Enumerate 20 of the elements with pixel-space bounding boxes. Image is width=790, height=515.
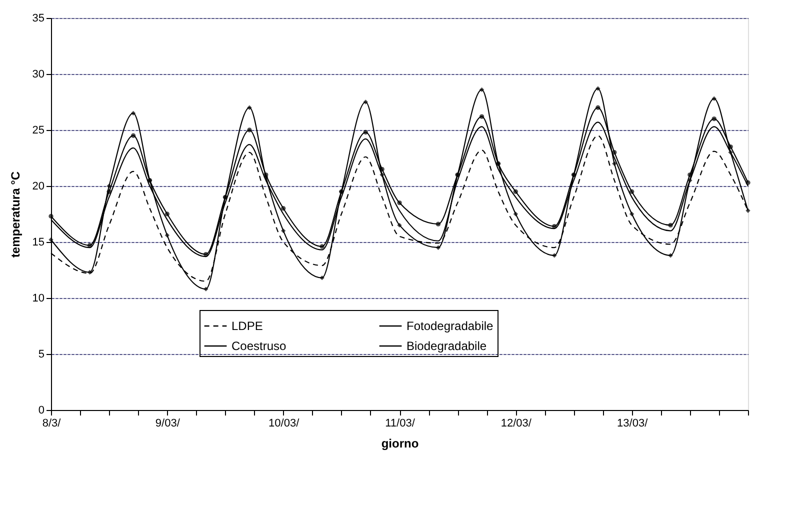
y-tick-label: 25 — [32, 124, 44, 136]
x-tick-label: 12/03/ — [500, 418, 532, 430]
y-tick-label: 30 — [32, 68, 44, 80]
x-tick-label: 10/03/ — [268, 418, 300, 430]
y-tick-label: 10 — [32, 292, 44, 304]
legend-label: Coestruso — [232, 339, 287, 353]
y-tick-label: 35 — [32, 12, 44, 24]
y-tick-label: 5 — [38, 348, 44, 360]
legend-label: Fotodegradabile — [406, 319, 494, 333]
x-tick-label: 9/03/ — [155, 418, 181, 430]
y-tick-label: 15 — [32, 236, 44, 248]
x-tick-label: 13/03/ — [617, 418, 649, 430]
x-tick-label: 8/3/ — [42, 418, 62, 430]
legend-label: Biodegradabile — [406, 339, 487, 353]
y-axis-title: temperatura °C — [8, 171, 22, 258]
y-tick-label: 0 — [38, 404, 44, 416]
y-tick-label: 20 — [32, 180, 44, 192]
x-axis-title: giorno — [381, 436, 419, 450]
legend-label: LDPE — [232, 319, 263, 333]
x-tick-label: 11/03/ — [385, 418, 416, 430]
